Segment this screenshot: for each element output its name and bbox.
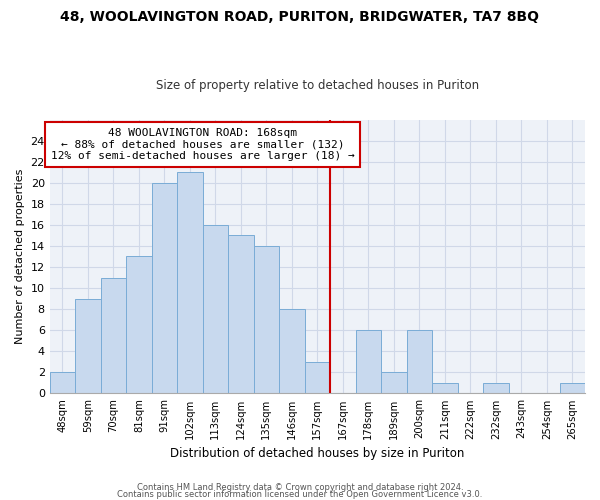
- Bar: [279, 309, 305, 394]
- Y-axis label: Number of detached properties: Number of detached properties: [15, 169, 25, 344]
- Bar: [177, 172, 203, 394]
- Bar: [254, 246, 279, 394]
- Bar: [356, 330, 381, 394]
- Bar: [203, 225, 228, 394]
- Text: 48, WOOLAVINGTON ROAD, PURITON, BRIDGWATER, TA7 8BQ: 48, WOOLAVINGTON ROAD, PURITON, BRIDGWAT…: [61, 10, 539, 24]
- Bar: [305, 362, 330, 394]
- Bar: [75, 298, 101, 394]
- Title: Size of property relative to detached houses in Puriton: Size of property relative to detached ho…: [156, 79, 479, 92]
- Bar: [381, 372, 407, 394]
- X-axis label: Distribution of detached houses by size in Puriton: Distribution of detached houses by size …: [170, 447, 464, 460]
- Bar: [126, 256, 152, 394]
- Bar: [228, 236, 254, 394]
- Text: Contains HM Land Registry data © Crown copyright and database right 2024.: Contains HM Land Registry data © Crown c…: [137, 484, 463, 492]
- Bar: [560, 383, 585, 394]
- Text: 48 WOOLAVINGTON ROAD: 168sqm
← 88% of detached houses are smaller (132)
12% of s: 48 WOOLAVINGTON ROAD: 168sqm ← 88% of de…: [51, 128, 355, 161]
- Bar: [101, 278, 126, 394]
- Bar: [407, 330, 432, 394]
- Bar: [432, 383, 458, 394]
- Bar: [483, 383, 509, 394]
- Text: Contains public sector information licensed under the Open Government Licence v3: Contains public sector information licen…: [118, 490, 482, 499]
- Bar: [152, 183, 177, 394]
- Bar: [50, 372, 75, 394]
